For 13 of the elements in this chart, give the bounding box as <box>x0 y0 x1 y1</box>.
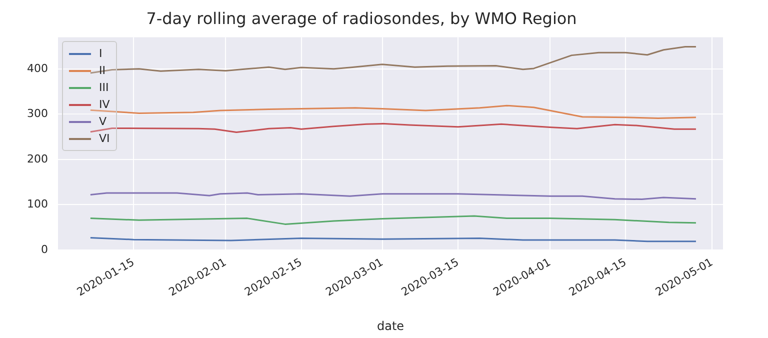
legend-label: II <box>99 64 106 78</box>
legend-label: I <box>99 47 102 60</box>
legend-label: III <box>99 81 109 94</box>
x-axis-title: date <box>376 318 404 333</box>
legend-label: V <box>99 115 107 128</box>
chart-title: 7-day rolling average of radiosondes, by WMO Region <box>146 8 577 28</box>
y-tick-label: 300 <box>27 107 48 120</box>
legend-label: IV <box>99 98 110 112</box>
legend-label: VI <box>99 132 110 146</box>
y-tick-label: 100 <box>27 198 48 211</box>
y-tick-label: 400 <box>27 62 48 75</box>
y-tick-label: 0 <box>41 242 48 256</box>
y-tick-label: 200 <box>27 152 48 166</box>
